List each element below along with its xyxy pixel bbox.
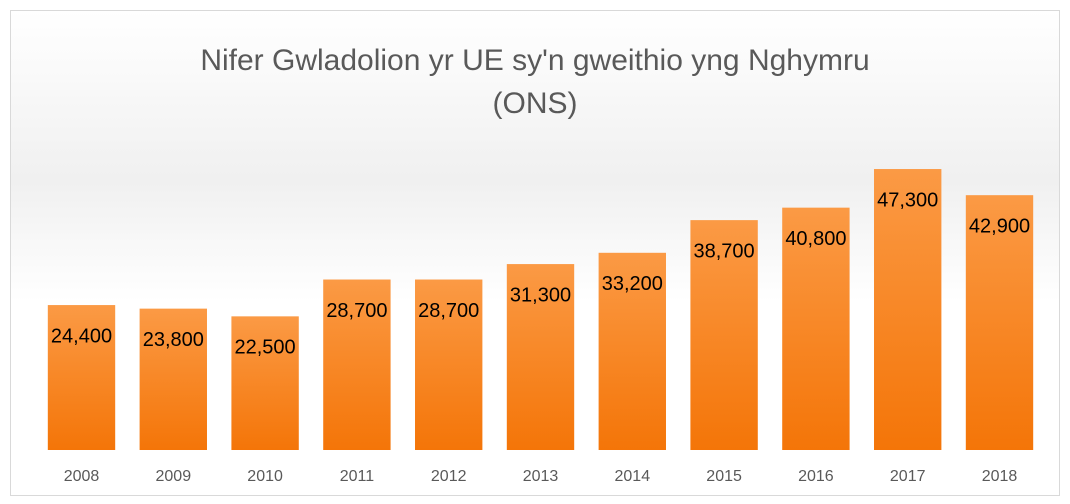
data-label: 42,900 xyxy=(969,215,1030,237)
x-tick-label: 2017 xyxy=(890,468,926,485)
x-tick-label: 2018 xyxy=(982,468,1018,485)
x-tick-label: 2010 xyxy=(247,468,283,485)
bar xyxy=(782,207,850,450)
x-tick-label: 2015 xyxy=(706,468,742,485)
x-tick-label: 2016 xyxy=(798,468,834,485)
x-tick-label: 2012 xyxy=(431,468,467,485)
bar xyxy=(323,279,391,450)
bar xyxy=(139,308,207,450)
data-label: 31,300 xyxy=(510,284,571,306)
data-label: 40,800 xyxy=(785,228,846,250)
chart-title: Nifer Gwladolion yr UE sy'n gweithio yng… xyxy=(200,44,869,77)
data-label: 23,800 xyxy=(143,329,204,351)
data-label: 28,700 xyxy=(326,300,387,322)
data-label: 22,500 xyxy=(235,337,296,359)
data-label: 24,400 xyxy=(51,325,112,347)
bar xyxy=(506,264,575,450)
bar xyxy=(690,220,758,450)
x-tick-label: 2011 xyxy=(340,468,375,485)
data-label: 47,300 xyxy=(877,189,938,211)
data-label: 33,200 xyxy=(602,273,663,295)
bar xyxy=(231,316,299,450)
x-tick-label: 2008 xyxy=(64,468,100,485)
bar xyxy=(965,195,1034,450)
x-tick-label: 2009 xyxy=(156,468,192,485)
bar xyxy=(415,279,483,450)
bar xyxy=(598,252,666,450)
x-tick-label: 2014 xyxy=(615,468,651,485)
data-label: 28,700 xyxy=(418,300,479,322)
bar xyxy=(47,305,116,450)
x-tick-label: 2013 xyxy=(523,468,559,485)
bar xyxy=(874,169,942,450)
chart-title: (ONS) xyxy=(493,87,578,120)
data-label: 38,700 xyxy=(694,240,755,262)
